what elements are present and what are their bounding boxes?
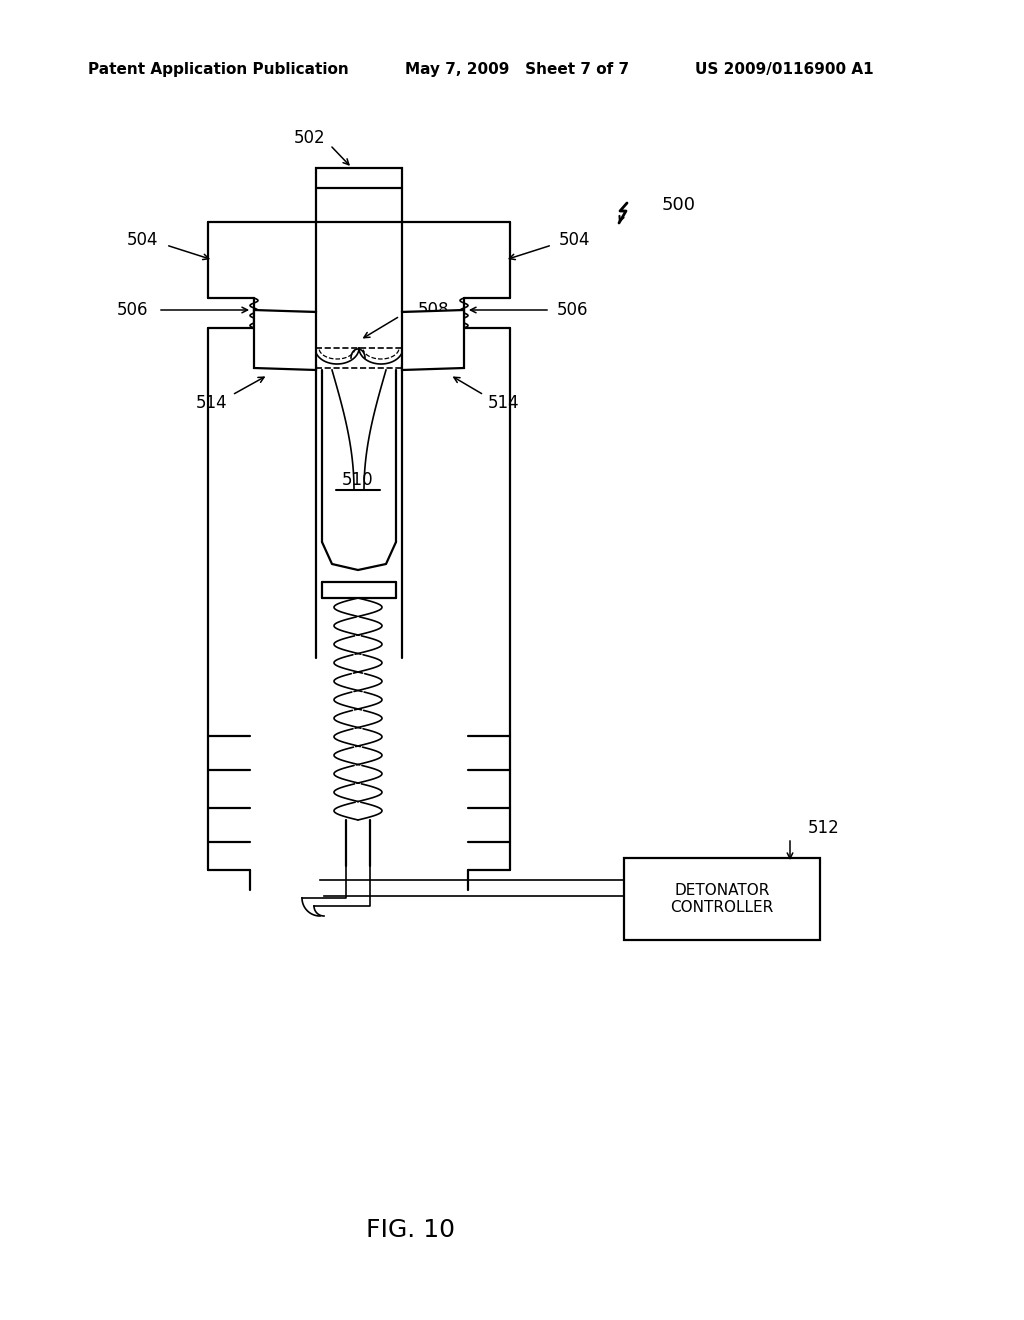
Text: May 7, 2009   Sheet 7 of 7: May 7, 2009 Sheet 7 of 7 <box>406 62 629 77</box>
Text: 504: 504 <box>558 231 590 249</box>
Text: 506: 506 <box>118 301 148 319</box>
Text: 500: 500 <box>662 195 696 214</box>
Bar <box>316 168 402 222</box>
Text: 506: 506 <box>557 301 589 319</box>
Text: FIG. 10: FIG. 10 <box>366 1218 455 1242</box>
Text: Patent Application Publication: Patent Application Publication <box>88 62 349 77</box>
Text: 504: 504 <box>127 231 159 249</box>
Polygon shape <box>254 310 316 370</box>
Text: US 2009/0116900 A1: US 2009/0116900 A1 <box>695 62 873 77</box>
Text: 508: 508 <box>418 301 450 319</box>
Text: 502: 502 <box>294 129 326 147</box>
Text: 510: 510 <box>342 471 374 488</box>
Text: 514: 514 <box>197 393 227 412</box>
Text: 514: 514 <box>488 393 520 412</box>
Text: DETONATOR
CONTROLLER: DETONATOR CONTROLLER <box>671 883 773 915</box>
Polygon shape <box>402 310 464 370</box>
Text: 512: 512 <box>808 818 840 837</box>
Bar <box>624 858 820 940</box>
